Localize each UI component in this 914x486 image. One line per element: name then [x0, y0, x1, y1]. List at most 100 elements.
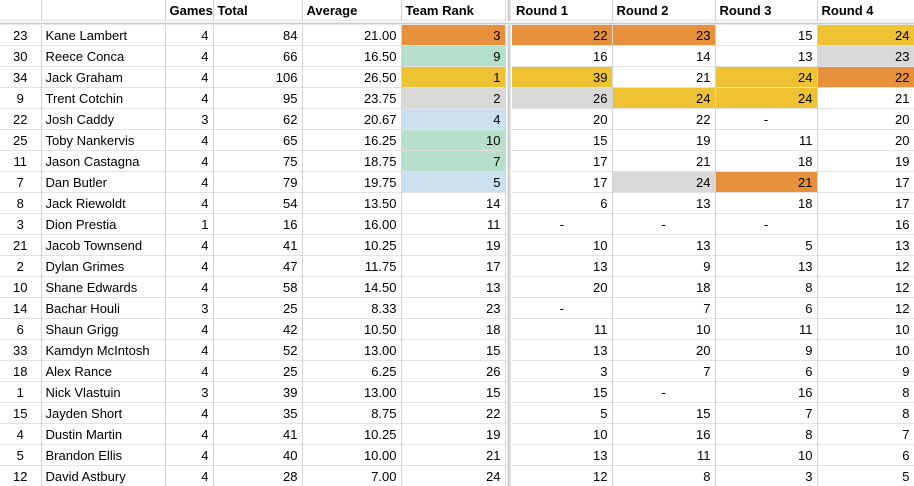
cell-player-name[interactable]: Kamdyn McIntosh [41, 339, 166, 361]
frozen-column-divider[interactable] [505, 234, 512, 256]
cell-round-1[interactable]: - [512, 213, 613, 235]
cell-average[interactable]: 16.25 [302, 129, 402, 151]
cell-round-2[interactable]: 9 [612, 255, 716, 277]
frozen-column-divider[interactable] [505, 108, 512, 130]
cell-player-name[interactable]: Reece Conca [41, 45, 166, 67]
cell-team-rank[interactable]: 22 [401, 402, 506, 424]
cell-team-rank[interactable]: 11 [401, 213, 506, 235]
cell-round-2[interactable]: 10 [612, 318, 716, 340]
cell-total[interactable]: 62 [213, 108, 303, 130]
cell-player-number[interactable]: 6 [0, 318, 42, 340]
cell-round-1[interactable]: 13 [512, 255, 613, 277]
cell-round-1[interactable]: 10 [512, 423, 613, 445]
cell-average[interactable]: 13.00 [302, 381, 402, 403]
cell-player-number[interactable]: 7 [0, 171, 42, 193]
cell-round-1[interactable]: 22 [512, 25, 613, 46]
cell-round-2[interactable]: 8 [612, 465, 716, 486]
frozen-column-divider[interactable] [505, 171, 512, 193]
cell-round-4[interactable]: 13 [817, 234, 914, 256]
cell-team-rank[interactable]: 10 [401, 129, 506, 151]
cell-round-4[interactable]: 6 [817, 444, 914, 466]
cell-player-name[interactable]: Kane Lambert [41, 25, 166, 46]
cell-player-number[interactable]: 12 [0, 465, 42, 486]
cell-team-rank[interactable]: 1 [401, 66, 506, 88]
cell-round-1[interactable]: 5 [512, 402, 613, 424]
cell-player-name[interactable]: David Astbury [41, 465, 166, 486]
frozen-column-divider[interactable] [505, 66, 512, 88]
cell-average[interactable]: 23.75 [302, 87, 402, 109]
cell-player-name[interactable]: Dylan Grimes [41, 255, 166, 277]
cell-player-number[interactable]: 33 [0, 339, 42, 361]
cell-player-name[interactable]: Josh Caddy [41, 108, 166, 130]
cell-round-2[interactable]: 22 [612, 108, 716, 130]
column-header-number[interactable] [0, 0, 42, 21]
frozen-column-divider[interactable] [505, 381, 512, 403]
cell-team-rank[interactable]: 18 [401, 318, 506, 340]
cell-games[interactable]: 4 [165, 444, 214, 466]
cell-average[interactable]: 16.00 [302, 213, 402, 235]
cell-round-4[interactable]: 8 [817, 402, 914, 424]
cell-round-3[interactable]: 13 [715, 45, 818, 67]
cell-round-2[interactable]: 21 [612, 66, 716, 88]
cell-games[interactable]: 4 [165, 276, 214, 298]
cell-games[interactable]: 4 [165, 423, 214, 445]
frozen-column-divider[interactable] [505, 0, 512, 21]
cell-round-1[interactable]: 13 [512, 339, 613, 361]
frozen-column-divider[interactable] [505, 297, 512, 319]
cell-average[interactable]: 13.50 [302, 192, 402, 214]
cell-round-2[interactable]: 21 [612, 150, 716, 172]
cell-average[interactable]: 26.50 [302, 66, 402, 88]
column-header-games[interactable]: Games [165, 0, 214, 21]
cell-player-name[interactable]: Jason Castagna [41, 150, 166, 172]
column-header-round-1[interactable]: Round 1 [512, 0, 613, 21]
cell-games[interactable]: 3 [165, 297, 214, 319]
cell-player-name[interactable]: Dan Butler [41, 171, 166, 193]
cell-total[interactable]: 75 [213, 150, 303, 172]
cell-round-4[interactable]: 20 [817, 129, 914, 151]
cell-team-rank[interactable]: 7 [401, 150, 506, 172]
cell-games[interactable]: 4 [165, 25, 214, 46]
cell-games[interactable]: 4 [165, 87, 214, 109]
cell-player-name[interactable]: Jack Graham [41, 66, 166, 88]
cell-team-rank[interactable]: 15 [401, 381, 506, 403]
cell-round-3[interactable]: 6 [715, 297, 818, 319]
cell-player-name[interactable]: Shaun Grigg [41, 318, 166, 340]
cell-round-3[interactable]: 24 [715, 87, 818, 109]
cell-round-1[interactable]: 20 [512, 276, 613, 298]
cell-average[interactable]: 19.75 [302, 171, 402, 193]
cell-average[interactable]: 10.50 [302, 318, 402, 340]
cell-games[interactable]: 4 [165, 66, 214, 88]
cell-round-3[interactable]: 3 [715, 465, 818, 486]
cell-round-4[interactable]: 17 [817, 192, 914, 214]
frozen-column-divider[interactable] [505, 192, 512, 214]
cell-player-name[interactable]: Dustin Martin [41, 423, 166, 445]
frozen-column-divider[interactable] [505, 45, 512, 67]
cell-round-4[interactable]: 10 [817, 339, 914, 361]
cell-player-number[interactable]: 15 [0, 402, 42, 424]
cell-team-rank[interactable]: 13 [401, 276, 506, 298]
cell-round-3[interactable]: 8 [715, 423, 818, 445]
cell-player-name[interactable]: Brandon Ellis [41, 444, 166, 466]
frozen-column-divider[interactable] [505, 423, 512, 445]
cell-player-number[interactable]: 10 [0, 276, 42, 298]
cell-player-number[interactable]: 3 [0, 213, 42, 235]
cell-team-rank[interactable]: 21 [401, 444, 506, 466]
frozen-column-divider[interactable] [505, 339, 512, 361]
cell-player-name[interactable]: Nick Vlastuin [41, 381, 166, 403]
cell-games[interactable]: 3 [165, 381, 214, 403]
cell-total[interactable]: 79 [213, 171, 303, 193]
cell-player-number[interactable]: 4 [0, 423, 42, 445]
cell-round-1[interactable]: 15 [512, 129, 613, 151]
cell-player-number[interactable]: 1 [0, 381, 42, 403]
column-header-round-3[interactable]: Round 3 [715, 0, 818, 21]
cell-team-rank[interactable]: 17 [401, 255, 506, 277]
cell-total[interactable]: 52 [213, 339, 303, 361]
cell-player-name[interactable]: Shane Edwards [41, 276, 166, 298]
frozen-column-divider[interactable] [505, 444, 512, 466]
cell-games[interactable]: 4 [165, 234, 214, 256]
cell-total[interactable]: 25 [213, 360, 303, 382]
cell-round-2[interactable]: 7 [612, 360, 716, 382]
cell-games[interactable]: 4 [165, 192, 214, 214]
cell-round-2[interactable]: 14 [612, 45, 716, 67]
frozen-column-divider[interactable] [505, 360, 512, 382]
